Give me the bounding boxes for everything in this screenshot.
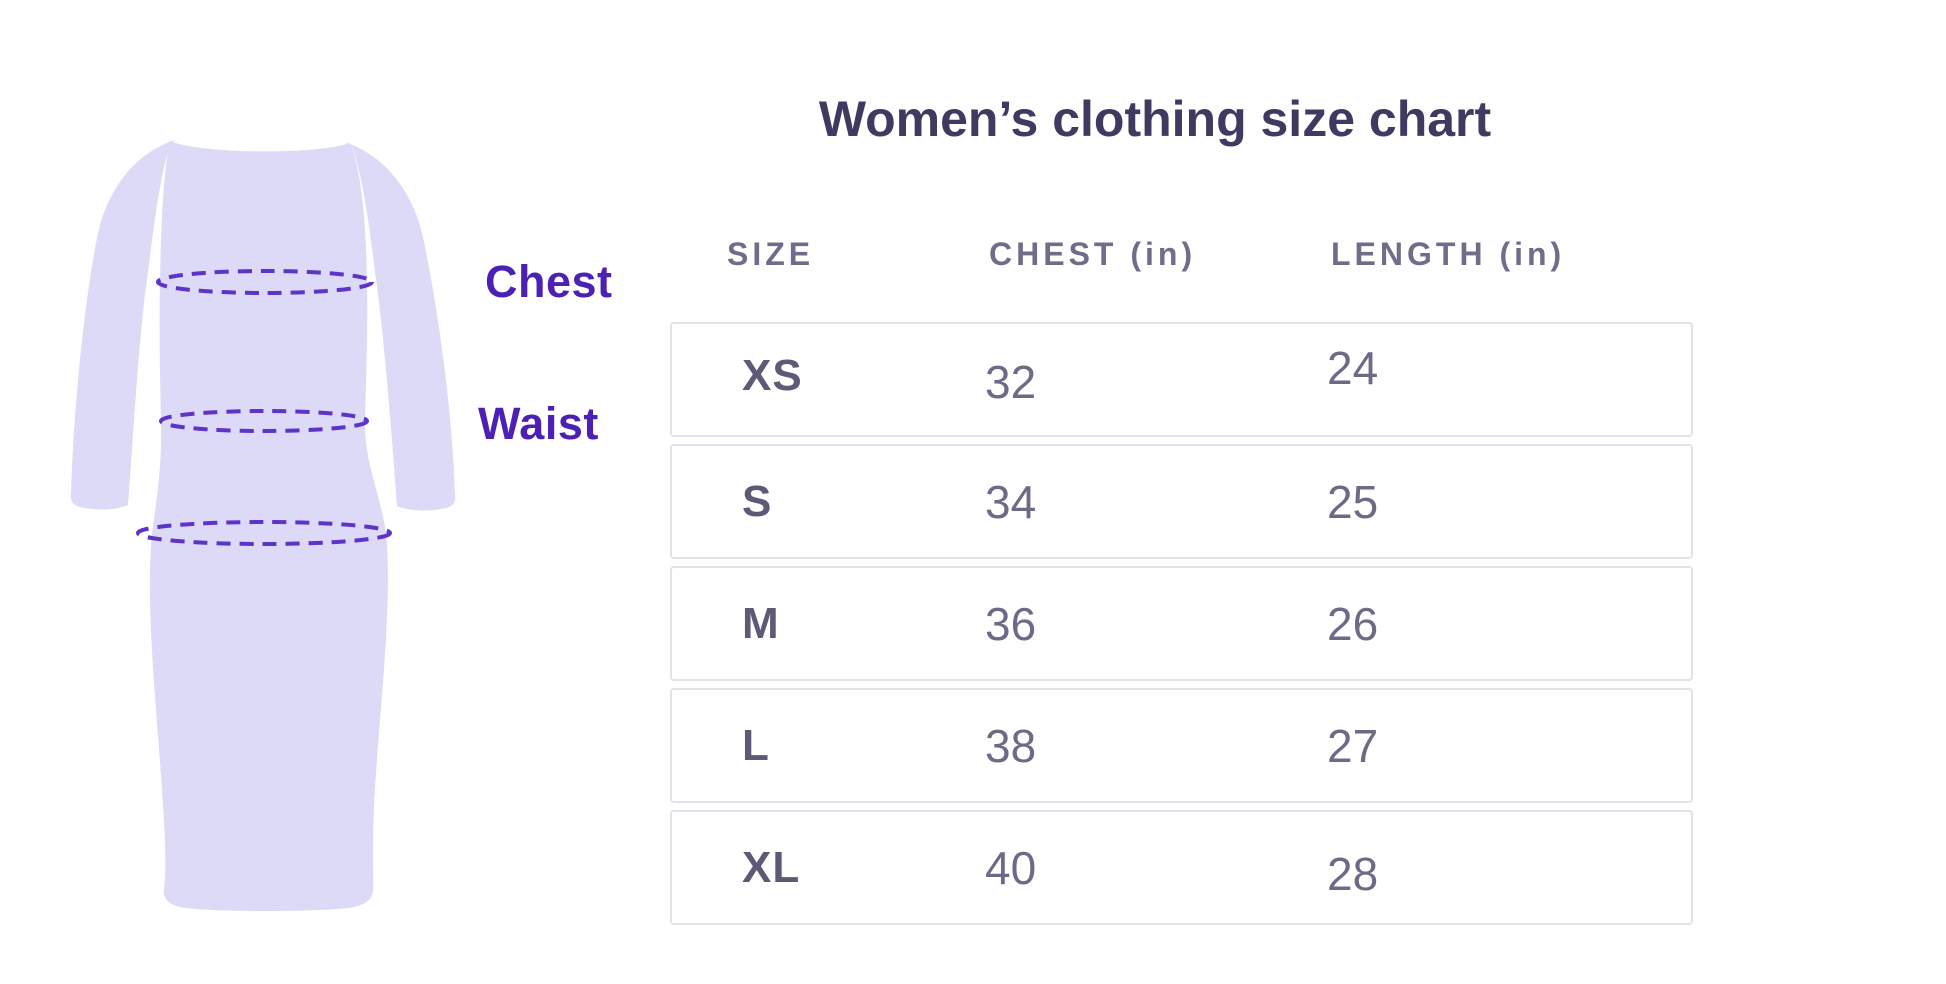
chest-cell: 34 [985,475,1037,528]
size-cell: S [742,476,773,526]
length-cell: 26 [1327,597,1379,650]
length-cell: 25 [1327,475,1379,528]
chest-cell: 32 [985,355,1037,408]
chest-cell: 40 [985,841,1037,894]
length-cell: 28 [1327,847,1379,900]
column-header-size: SIZE [727,236,815,272]
dress-body-shape [149,141,388,911]
chest-measure-line [156,269,374,295]
table-row: S 34 25 [670,444,1693,559]
column-header-length: LENGTH (in) [1331,236,1566,272]
column-header-chest: CHEST (in) [989,236,1197,272]
table-row: L 38 27 [670,688,1693,803]
dress-left-sleeve [70,140,175,510]
waist-label: Waist [478,398,599,449]
dress-right-sleeve [345,142,456,511]
chest-label: Chest [485,256,613,307]
size-cell: XS [742,350,803,400]
hip-measure-line [136,520,392,546]
length-cell: 27 [1327,719,1379,772]
waist-measure-line [159,409,369,433]
table-row: XL 40 28 [670,810,1693,925]
size-table: XS 32 24 S 34 25 M 36 26 L 38 27 XL 40 2… [670,322,1693,932]
length-cell: 24 [1327,341,1379,394]
table-row: M 36 26 [670,566,1693,681]
size-cell: XL [742,842,801,892]
size-cell: M [742,598,780,648]
table-row: XS 32 24 [670,322,1693,437]
chest-cell: 38 [985,719,1037,772]
page-title: Women’s clothing size chart [818,91,1492,147]
size-cell: L [742,720,770,770]
chest-cell: 36 [985,597,1037,650]
